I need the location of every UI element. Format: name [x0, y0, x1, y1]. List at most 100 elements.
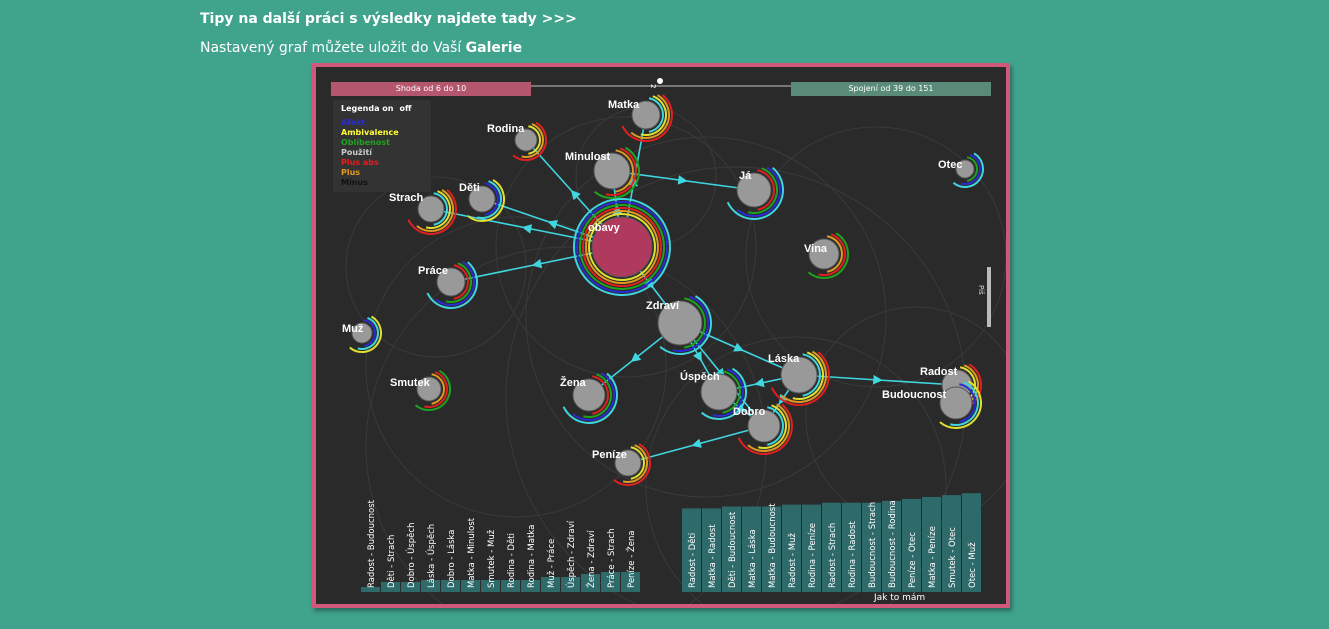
- graph-node[interactable]: [436, 267, 466, 297]
- node-core[interactable]: [736, 172, 772, 208]
- right-bar[interactable]: [742, 506, 761, 593]
- right-bar[interactable]: [802, 504, 821, 592]
- node-core[interactable]: [468, 185, 496, 213]
- node-core[interactable]: [614, 449, 642, 477]
- gallery-link[interactable]: Galerie: [465, 40, 523, 56]
- graph-node[interactable]: [614, 449, 642, 477]
- node-ring: [416, 189, 454, 232]
- left-bar[interactable]: [361, 587, 380, 592]
- node-core[interactable]: [808, 238, 840, 270]
- slider-value: 2: [649, 84, 657, 89]
- graph-node[interactable]: [416, 376, 442, 402]
- node-label: Práce: [418, 265, 448, 277]
- left-bar-label: Peníze - Žena: [625, 530, 637, 588]
- left-bar[interactable]: [581, 574, 600, 592]
- node-label: Úspěch: [680, 370, 720, 383]
- node-label: Strach: [389, 192, 424, 204]
- graph-node[interactable]: [747, 409, 781, 443]
- left-bar[interactable]: [601, 572, 620, 592]
- right-bar-label: Matka - Láska: [748, 529, 758, 588]
- graph-node[interactable]: [939, 386, 973, 420]
- node-core[interactable]: [436, 267, 466, 297]
- graph-node[interactable]: [572, 378, 606, 412]
- node-core[interactable]: [351, 322, 373, 344]
- left-bar[interactable]: [441, 580, 460, 592]
- connection-range-label: Spojení od 39 do 151: [791, 82, 991, 96]
- graph-node[interactable]: [351, 322, 373, 344]
- legend-on-toggle[interactable]: Legenda on: [341, 104, 394, 113]
- node-core[interactable]: [780, 356, 818, 394]
- left-bar[interactable]: [401, 582, 420, 592]
- graph-node[interactable]: [514, 128, 538, 152]
- right-bar[interactable]: [822, 502, 841, 592]
- left-bar[interactable]: [561, 577, 580, 592]
- right-bar-label: Peníze - Otec: [908, 532, 918, 588]
- graph-node[interactable]: [700, 373, 738, 411]
- graph-node[interactable]: [593, 152, 631, 190]
- slider-track[interactable]: [531, 85, 791, 87]
- right-bar[interactable]: [942, 495, 961, 592]
- node-label: Matka: [608, 99, 640, 111]
- node-core[interactable]: [593, 152, 631, 190]
- graph-node[interactable]: [808, 238, 840, 270]
- right-bar[interactable]: [882, 500, 901, 592]
- right-bar[interactable]: [842, 502, 861, 592]
- right-bar[interactable]: [782, 504, 801, 592]
- node-ring: [588, 212, 656, 281]
- right-bar[interactable]: [682, 508, 701, 592]
- slider-handle[interactable]: [657, 78, 663, 84]
- node-ring: [966, 156, 978, 182]
- graph-node[interactable]: [657, 300, 703, 346]
- right-bar[interactable]: [902, 498, 921, 592]
- node-core[interactable]: [657, 300, 703, 346]
- node-core[interactable]: [747, 409, 781, 443]
- right-bar-label: Matka - Peníze: [928, 526, 938, 588]
- graph-node[interactable]: [955, 159, 975, 179]
- left-bar[interactable]: [621, 572, 640, 592]
- graph-node[interactable]: [631, 100, 661, 130]
- node-core[interactable]: [700, 373, 738, 411]
- left-bar[interactable]: [481, 580, 500, 592]
- node-ring: [364, 319, 376, 347]
- left-bar[interactable]: [541, 577, 560, 592]
- node-label: Žena: [560, 376, 587, 389]
- node-ring: [939, 380, 982, 429]
- node-core[interactable]: [939, 386, 973, 420]
- right-bar[interactable]: [702, 508, 721, 592]
- left-bar-label: Úspěch - Zdraví: [565, 520, 577, 588]
- left-bar[interactable]: [461, 580, 480, 592]
- node-core[interactable]: [572, 378, 606, 412]
- legend-off-toggle[interactable]: off: [399, 104, 412, 113]
- graph-node[interactable]: [591, 216, 653, 278]
- legend-item: Mínus: [341, 178, 368, 187]
- vertical-scrollbar[interactable]: [987, 267, 991, 327]
- node-core[interactable]: [417, 195, 445, 223]
- left-bar[interactable]: [381, 582, 400, 592]
- node-core[interactable]: [591, 216, 653, 278]
- graph-node[interactable]: [417, 195, 445, 223]
- legend-item: Ambivalence: [341, 128, 399, 137]
- node-core[interactable]: [416, 376, 442, 402]
- network-graph[interactable]: Matka Rodina Minulost Já Otec Děti Strach obavy…: [316, 67, 1006, 604]
- right-bar[interactable]: [722, 506, 741, 593]
- node-core[interactable]: [514, 128, 538, 152]
- node-core[interactable]: [955, 159, 975, 179]
- node-ring: [453, 264, 469, 300]
- right-bar[interactable]: [922, 497, 941, 592]
- node-core[interactable]: [631, 100, 661, 130]
- right-bar[interactable]: [962, 493, 981, 592]
- node-ring: [737, 403, 793, 455]
- left-bar[interactable]: [521, 580, 540, 592]
- right-bar[interactable]: [862, 502, 881, 592]
- graph-node[interactable]: [468, 185, 496, 213]
- node-label: Smutek: [390, 377, 431, 389]
- left-bar[interactable]: [501, 580, 520, 592]
- graph-edge[interactable]: [627, 425, 765, 464]
- right-bar[interactable]: [762, 506, 781, 593]
- right-bar-label: Budoucnost - Strach: [868, 502, 878, 588]
- graph-node[interactable]: [780, 356, 818, 394]
- node-ring: [521, 123, 544, 158]
- graph-node[interactable]: [736, 172, 772, 208]
- left-bar[interactable]: [421, 580, 440, 592]
- tips-link[interactable]: Tipy na další práci s výsledky najdete t…: [200, 11, 577, 27]
